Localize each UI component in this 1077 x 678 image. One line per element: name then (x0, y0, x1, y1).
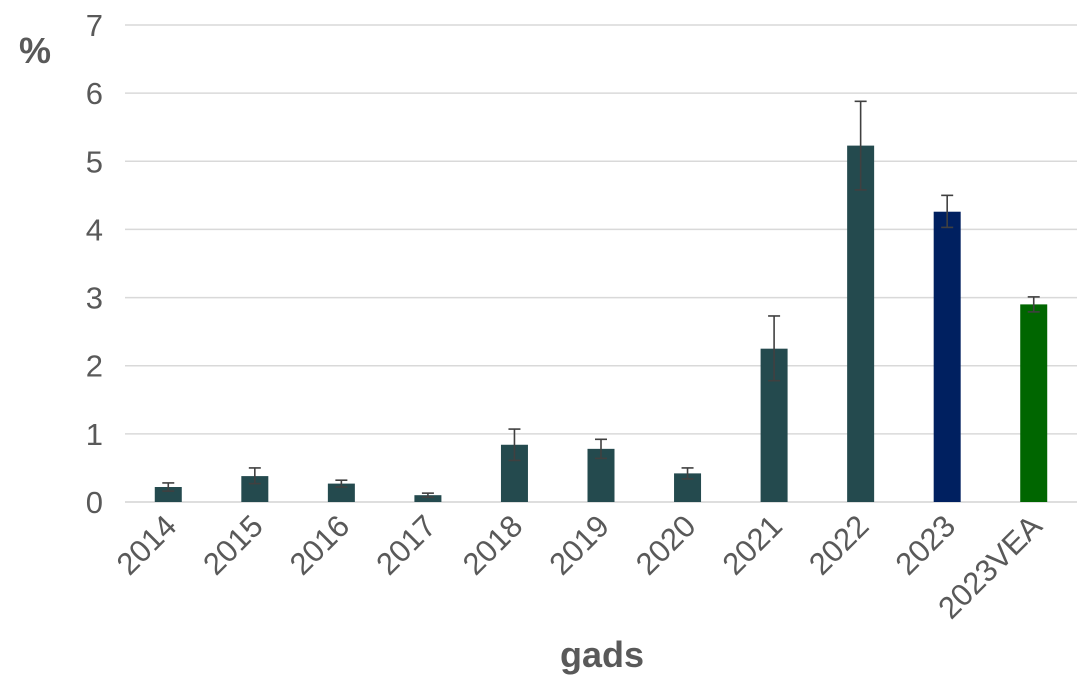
bar-2017 (414, 495, 442, 502)
x-tick-label: 2019 (542, 508, 616, 582)
error-bar-2023VEA (1027, 296, 1040, 313)
y-axis-title: % (19, 30, 51, 71)
y-tick-label: 0 (86, 485, 103, 520)
bar-2016 (327, 483, 355, 502)
error-bar-2014 (162, 482, 175, 492)
error-bar-2023 (941, 194, 954, 229)
x-tick-label: 2014 (110, 508, 184, 582)
bar-2014 (154, 487, 182, 502)
x-axis-ticks: 2014 2015 2016 2017 2018 2019 2020 2021 2022 2023… (110, 508, 1049, 626)
x-tick-label: 2022 (802, 508, 876, 582)
y-tick-label: 2 (86, 349, 103, 384)
x-tick-label: 2017 (369, 508, 443, 582)
x-tick-label: 2015 (196, 508, 270, 582)
y-tick-label: 6 (86, 76, 103, 111)
error-bar-2016 (335, 479, 348, 488)
error-bar-2020 (681, 467, 694, 480)
error-bar-2019 (595, 438, 607, 460)
y-axis-ticks: 0 1 2 3 4 5 6 7 (86, 8, 103, 520)
x-axis-title: gads (560, 634, 644, 675)
bar-2022 (847, 145, 875, 502)
x-tick-label: 2016 (283, 508, 357, 582)
error-bar-2018 (508, 428, 521, 462)
y-tick-label: 5 (86, 144, 103, 179)
x-tick-label: 2023 (889, 508, 963, 582)
y-tick-label: 3 (86, 281, 103, 316)
error-bar-2017 (421, 492, 434, 499)
y-tick-label: 7 (86, 8, 103, 43)
error-bar-2021 (768, 315, 781, 382)
bar-2023VEA (1020, 304, 1048, 502)
error-bar-2015 (248, 467, 261, 485)
y-tick-label: 1 (86, 417, 103, 452)
y-tick-label: 4 (86, 212, 103, 247)
x-tick-label: 2020 (629, 508, 703, 582)
error-bar-2022 (854, 100, 867, 191)
error-bars (162, 100, 1040, 499)
x-tick-label: 2021 (716, 508, 790, 582)
bar-2023 (933, 211, 961, 502)
x-tick-label: 2018 (456, 508, 530, 582)
